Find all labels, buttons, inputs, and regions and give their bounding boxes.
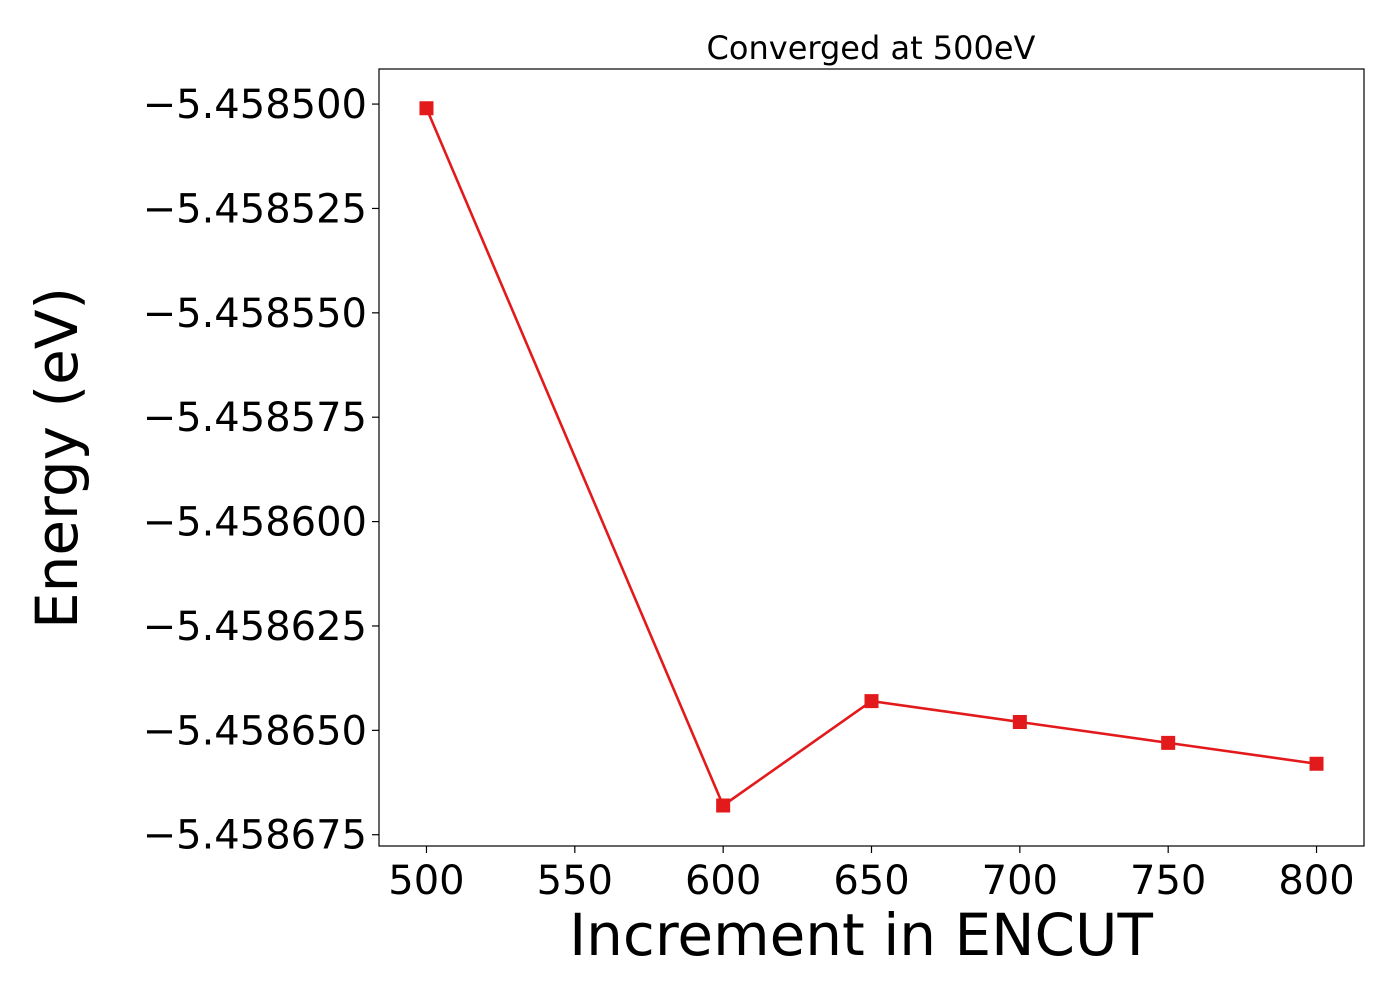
y-tick-label: −5.458550 (143, 291, 367, 337)
x-tick-label: 800 (1278, 858, 1354, 904)
plot-area (419, 101, 1324, 813)
data-point-marker (1161, 735, 1176, 750)
y-tick-label: −5.458675 (143, 813, 367, 859)
data-point-marker (1309, 756, 1324, 771)
x-tick-label: 600 (685, 858, 761, 904)
y-tick-label: −5.458600 (143, 500, 367, 546)
x-tick-label: 550 (537, 858, 613, 904)
x-axis-ticks: 500 550 600 650 700 750 800 (388, 846, 1355, 904)
chart-title: Converged at 500eV (707, 29, 1036, 67)
series-layer (419, 101, 1324, 813)
x-tick-label: 650 (833, 858, 909, 904)
x-axis-title: Increment in ENCUT (569, 901, 1153, 969)
y-tick-label: −5.458650 (143, 708, 367, 754)
data-point-marker (419, 101, 434, 116)
y-tick-label: −5.458500 (143, 82, 367, 128)
y-tick-label: −5.458625 (143, 604, 367, 650)
y-axis-ticks: −5.458500 −5.458525 −5.458550 −5.458575 −5.4… (143, 82, 379, 859)
x-tick-label: 500 (388, 858, 464, 904)
y-tick-label: −5.458575 (143, 395, 367, 441)
y-axis-title: Energy (eV) (23, 287, 91, 629)
plot-frame (378, 68, 1365, 847)
x-tick-label: 700 (982, 858, 1058, 904)
data-point-marker (716, 798, 731, 813)
y-tick-label: −5.458525 (143, 186, 367, 232)
series-line (425, 107, 1317, 807)
x-tick-label: 750 (1130, 858, 1206, 904)
data-point-marker (1012, 714, 1027, 729)
data-point-marker (864, 694, 879, 709)
